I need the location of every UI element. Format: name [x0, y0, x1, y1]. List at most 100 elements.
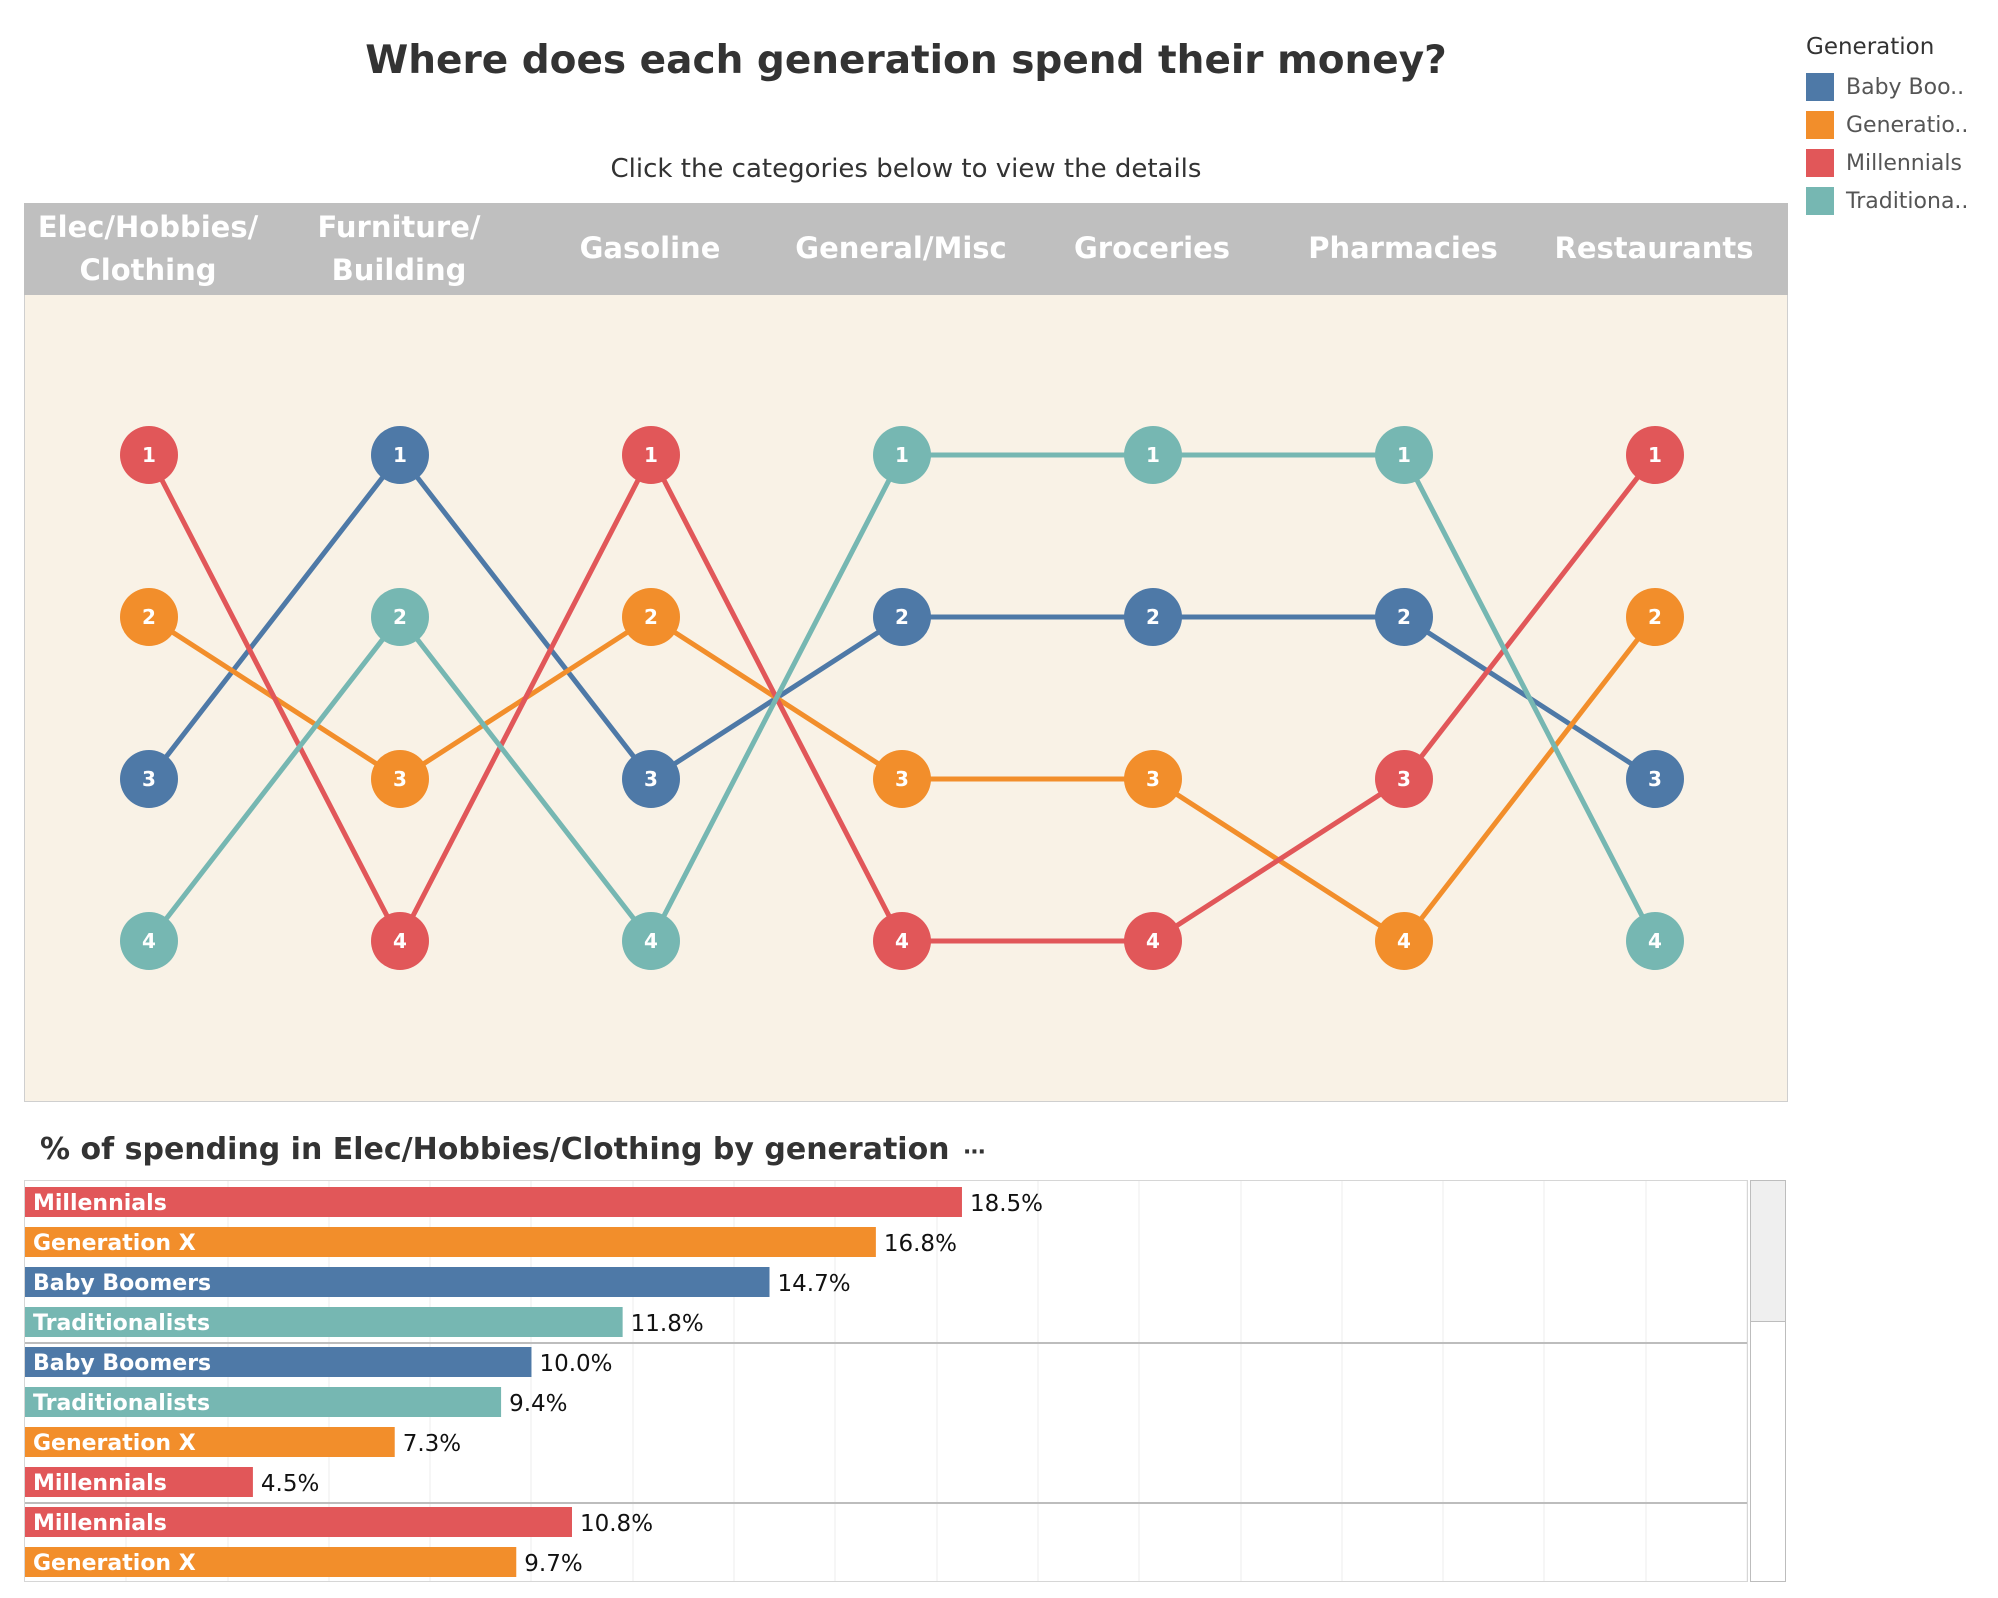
rank-marker-baby-boomers-2[interactable] [622, 750, 680, 808]
generation-legend: Generation Baby Boo.. Generatio.. Millen… [1806, 34, 1998, 220]
rank-marker-traditionalists-6[interactable] [1626, 912, 1684, 970]
rank-label-millennials-4: 4 [1146, 929, 1160, 953]
rank-marker-generation-x-0[interactable] [120, 588, 178, 646]
bar-value-label: 14.7% [778, 1271, 851, 1297]
rank-marker-traditionalists-3[interactable] [873, 426, 931, 484]
legend-title: Generation [1806, 34, 1935, 60]
bar-label-millennials: Millennials [33, 1511, 167, 1536]
bar-traditionalists[interactable] [25, 1307, 623, 1337]
bar-generation-x[interactable] [25, 1227, 876, 1257]
rank-label-millennials-0: 1 [142, 443, 156, 467]
legend-swatch-traditionalists [1806, 187, 1834, 215]
bar-value-label: 9.7% [524, 1551, 582, 1577]
more-options-icon[interactable]: ⋯ [963, 1140, 986, 1165]
rank-marker-baby-boomers-6[interactable] [1626, 750, 1684, 808]
rank-marker-millennials-2[interactable] [622, 426, 680, 484]
rank-marker-generation-x-1[interactable] [371, 750, 429, 808]
vertical-scrollbar[interactable] [1750, 1180, 1786, 1582]
legend-swatch-millennials [1806, 149, 1834, 177]
rank-label-millennials-1: 4 [393, 929, 407, 953]
rank-label-traditionalists-2: 4 [644, 929, 658, 953]
rank-marker-traditionalists-5[interactable] [1375, 426, 1433, 484]
bar-label-generation-x: Generation X [33, 1231, 196, 1256]
rank-marker-millennials-5[interactable] [1375, 750, 1433, 808]
rank-marker-baby-boomers-0[interactable] [120, 750, 178, 808]
rank-label-millennials-2: 1 [644, 443, 658, 467]
rank-marker-generation-x-3[interactable] [873, 750, 931, 808]
rank-label-generation-x-0: 2 [142, 605, 156, 629]
rank-label-baby-boomers-1: 1 [393, 443, 407, 467]
legend-item-generation-x[interactable]: Generatio.. [1806, 106, 1998, 144]
rank-marker-generation-x-2[interactable] [622, 588, 680, 646]
rank-label-millennials-5: 3 [1397, 767, 1411, 791]
bar-chart: Millennials 18.5% Generation X 16.8% Baby Bo… [25, 1181, 1747, 1581]
category-header-general-misc[interactable]: General/Misc [795, 231, 1007, 266]
category-header-bar: Elec/Hobbies/ Clothing Furniture/ Buildi… [24, 203, 1788, 295]
rank-label-generation-x-2: 2 [644, 605, 658, 629]
rank-marker-millennials-4[interactable] [1124, 912, 1182, 970]
legend-item-traditionalists[interactable]: Traditiona.. [1806, 182, 1998, 220]
category-header-groceries[interactable]: Groceries [1073, 231, 1231, 266]
bar-value-label: 10.8% [580, 1511, 653, 1537]
rank-marker-traditionalists-0[interactable] [120, 912, 178, 970]
rank-marker-generation-x-4[interactable] [1124, 750, 1182, 808]
bar-value-label: 16.8% [884, 1231, 957, 1257]
rank-label-baby-boomers-0: 3 [142, 767, 156, 791]
rank-marker-traditionalists-2[interactable] [622, 912, 680, 970]
bar-label-millennials: Millennials [33, 1471, 167, 1496]
legend-label-millennials: Millennials [1846, 150, 1962, 176]
category-header-pharmacies[interactable]: Pharmacies [1308, 231, 1498, 266]
rank-label-traditionalists-3: 1 [895, 443, 909, 467]
rank-label-generation-x-6: 2 [1648, 605, 1662, 629]
bar-value-label: 7.3% [403, 1431, 461, 1457]
rank-label-generation-x-4: 3 [1146, 767, 1160, 791]
category-header-gasoline[interactable]: Gasoline [579, 231, 721, 266]
bar-chart-panel: Millennials 18.5% Generation X 16.8% Baby Bo… [24, 1180, 1748, 1582]
bar-label-baby-boomers: Baby Boomers [33, 1351, 211, 1376]
rank-marker-generation-x-5[interactable] [1375, 912, 1433, 970]
category-header-furniture-building[interactable]: Furniture/ Building [317, 209, 481, 288]
bar-millennials[interactable] [25, 1467, 253, 1497]
rank-marker-baby-boomers-5[interactable] [1375, 588, 1433, 646]
rank-marker-traditionalists-4[interactable] [1124, 426, 1182, 484]
rank-marker-baby-boomers-4[interactable] [1124, 588, 1182, 646]
bar-label-traditionalists: Traditionalists [33, 1391, 210, 1416]
rank-marker-generation-x-6[interactable] [1626, 588, 1684, 646]
bump-chart: 3 1 3 2 2 2 3 2 3 2 3 3 4 2 1 4 1 4 4 3 1 4 2 4 1 1 1 4 [120, 426, 1684, 970]
category-header-elec-hobbies-clothing[interactable]: Elec/Hobbies/ Clothing [37, 209, 259, 288]
scrollbar-thumb[interactable] [1751, 1181, 1785, 1322]
legend-swatch-baby-boomers [1806, 73, 1834, 101]
bar-traditionalists[interactable] [25, 1387, 502, 1417]
rank-marker-millennials-6[interactable] [1626, 426, 1684, 484]
bar-value-label: 10.0% [539, 1351, 612, 1377]
legend-item-millennials[interactable]: Millennials [1806, 144, 1998, 182]
rank-label-baby-boomers-4: 2 [1146, 605, 1160, 629]
rank-marker-millennials-3[interactable] [873, 912, 931, 970]
bar-generation-x[interactable] [25, 1547, 517, 1577]
bar-millennials[interactable] [25, 1507, 572, 1537]
bar-generation-x[interactable] [25, 1427, 395, 1457]
bar-millennials[interactable] [25, 1187, 962, 1217]
dashboard-subtitle: Click the categories below to view the d… [610, 154, 1202, 184]
legend-item-baby-boomers[interactable]: Baby Boo.. [1806, 68, 1998, 106]
rank-label-baby-boomers-6: 3 [1648, 767, 1662, 791]
rank-label-traditionalists-0: 4 [142, 929, 156, 953]
rank-label-baby-boomers-2: 3 [644, 767, 658, 791]
rank-marker-baby-boomers-3[interactable] [873, 588, 931, 646]
rank-marker-traditionalists-1[interactable] [371, 588, 429, 646]
bar-label-traditionalists: Traditionalists [33, 1311, 210, 1336]
series-line-traditionalists [147, 452, 1658, 944]
legend-label-generation-x: Generatio.. [1846, 112, 1969, 138]
bar-label-generation-x: Generation X [33, 1551, 196, 1576]
category-header-restaurants[interactable]: Restaurants [1554, 231, 1754, 266]
rank-marker-millennials-1[interactable] [371, 912, 429, 970]
rank-label-traditionalists-4: 1 [1146, 443, 1160, 467]
legend-swatch-generation-x [1806, 111, 1834, 139]
bar-label-baby-boomers: Baby Boomers [33, 1271, 211, 1296]
rank-marker-baby-boomers-1[interactable] [371, 426, 429, 484]
bar-baby-boomers[interactable] [25, 1347, 532, 1377]
bar-value-label: 9.4% [509, 1391, 567, 1417]
bar-label-generation-x: Generation X [33, 1431, 196, 1456]
bar-baby-boomers[interactable] [25, 1267, 770, 1297]
rank-marker-millennials-0[interactable] [120, 426, 178, 484]
